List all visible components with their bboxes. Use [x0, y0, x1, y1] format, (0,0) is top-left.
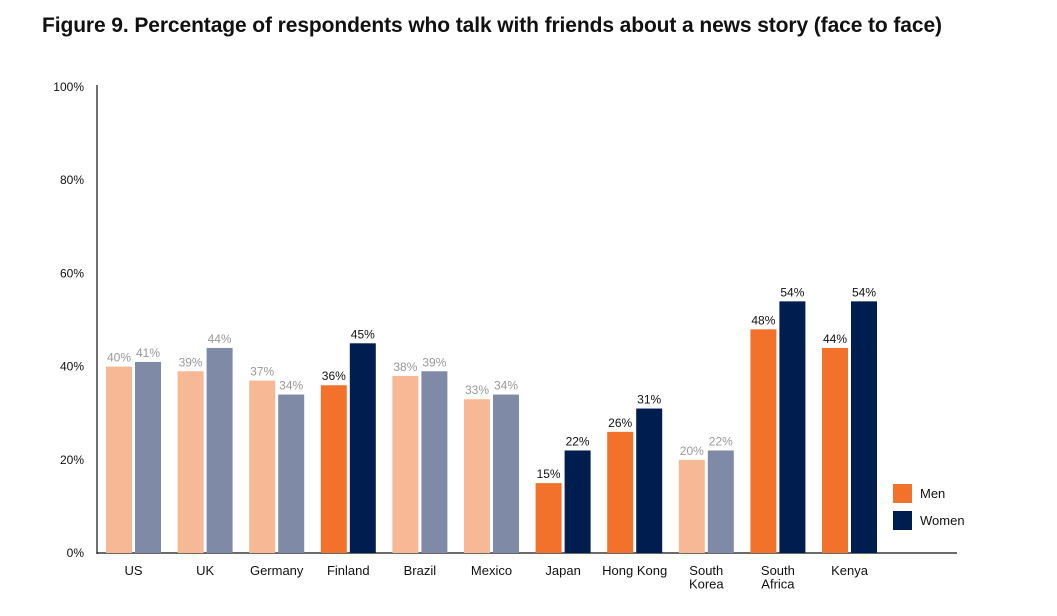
- y-tick-label: 20%: [60, 453, 84, 467]
- data-label: 22%: [566, 434, 590, 448]
- legend-label: Men: [920, 486, 945, 501]
- data-label: 45%: [351, 327, 375, 341]
- data-label: 54%: [780, 285, 804, 299]
- bar-women: [206, 347, 233, 553]
- bar-women: [851, 301, 877, 553]
- data-label: 39%: [179, 355, 203, 369]
- data-label: 44%: [208, 332, 232, 346]
- data-label: 31%: [637, 393, 661, 407]
- data-label: 39%: [422, 355, 446, 369]
- data-label: 15%: [537, 467, 561, 481]
- data-label: 41%: [136, 346, 160, 360]
- bar-men: [106, 366, 132, 553]
- legend-swatch-women: [893, 511, 912, 530]
- x-tick-label: US: [124, 563, 142, 578]
- bar-women: [564, 450, 591, 553]
- data-label: 40%: [107, 351, 131, 365]
- bar-women: [636, 408, 663, 553]
- bar-women: [493, 394, 519, 553]
- bar-women: [349, 343, 376, 553]
- x-tick-label: South: [761, 563, 795, 578]
- x-tick-label: South: [689, 563, 723, 578]
- bar-women: [707, 450, 734, 553]
- y-tick-label: 40%: [60, 360, 84, 374]
- bar-men: [249, 380, 276, 553]
- bar-men: [535, 483, 562, 553]
- x-tick-label: Hong Kong: [602, 563, 667, 578]
- legend-swatch-men: [893, 484, 912, 503]
- x-tick-label: UK: [196, 563, 214, 578]
- bar-men: [607, 431, 634, 553]
- x-tick-label: Mexico: [471, 563, 512, 578]
- y-tick-label: 0%: [67, 546, 85, 560]
- x-tick-label: Finland: [327, 563, 370, 578]
- legend-label: Women: [920, 513, 965, 528]
- data-label: 48%: [751, 313, 775, 327]
- y-tick-label: 60%: [60, 266, 84, 280]
- x-tick-label: Germany: [250, 563, 304, 578]
- data-label: 36%: [322, 369, 346, 383]
- data-label: 38%: [393, 360, 417, 374]
- y-tick-label: 100%: [53, 80, 84, 94]
- data-label: 44%: [823, 332, 847, 346]
- bar-men: [392, 375, 419, 553]
- data-label: 34%: [494, 379, 518, 393]
- bar-women: [278, 394, 305, 553]
- chart-title: Figure 9. Percentage of respondents who …: [42, 14, 942, 37]
- data-label: 54%: [852, 285, 876, 299]
- bar-men: [177, 371, 204, 553]
- bar-men: [320, 385, 347, 553]
- x-tick-label: Africa: [761, 577, 795, 592]
- bar-men: [464, 399, 490, 553]
- data-label: 26%: [608, 416, 632, 430]
- data-label: 20%: [680, 444, 704, 458]
- bar-women: [779, 301, 806, 553]
- x-tick-label: Kenya: [831, 563, 869, 578]
- data-label: 22%: [709, 434, 733, 448]
- y-tick-label: 80%: [60, 173, 84, 187]
- data-label: 34%: [279, 379, 303, 393]
- bar-men: [822, 347, 848, 553]
- data-label: 37%: [250, 365, 274, 379]
- bar-women: [135, 361, 161, 553]
- x-tick-label: Brazil: [404, 563, 437, 578]
- bar-women: [421, 371, 448, 553]
- x-tick-label: Korea: [689, 577, 724, 592]
- bar-men: [678, 459, 705, 553]
- bar-men: [750, 329, 777, 553]
- x-tick-label: Japan: [545, 563, 580, 578]
- data-label: 33%: [465, 383, 489, 397]
